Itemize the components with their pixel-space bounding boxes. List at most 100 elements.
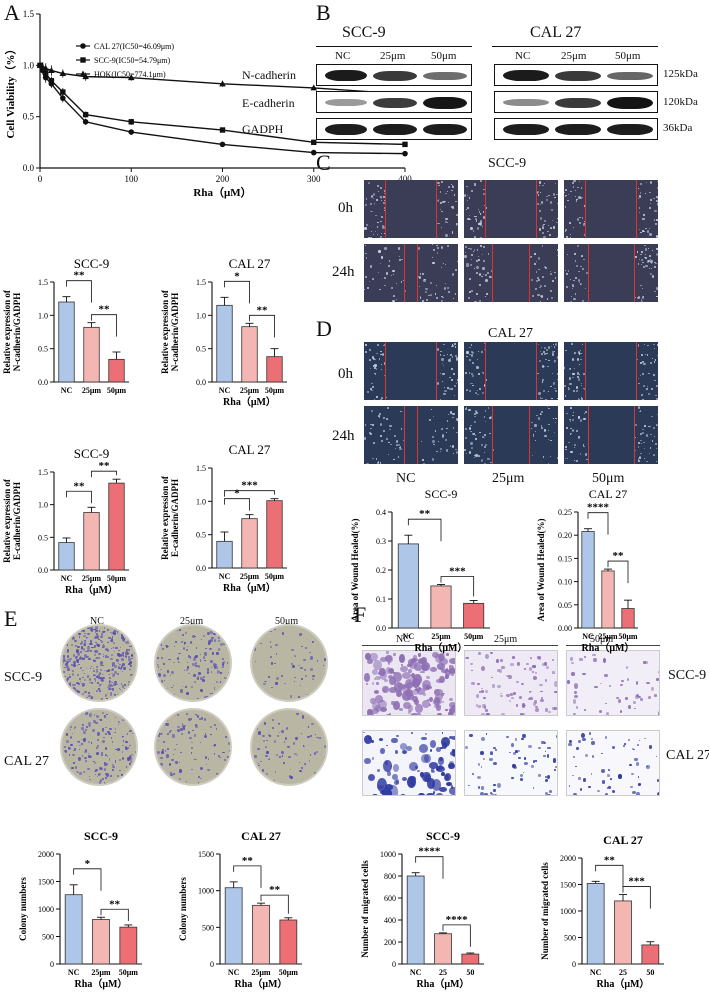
cell-speckle bbox=[438, 184, 441, 187]
cell-speckle bbox=[571, 774, 574, 777]
cell-speckle bbox=[645, 765, 648, 767]
cell-speckle bbox=[190, 686, 194, 688]
cell-speckle bbox=[652, 426, 655, 429]
cell-speckle bbox=[489, 651, 494, 655]
cell-speckle bbox=[553, 362, 556, 364]
legend-label: SCC-9(IC50=54.79μm) bbox=[94, 56, 170, 65]
cell-speckle bbox=[133, 716, 135, 718]
cell-speckle bbox=[123, 638, 126, 641]
cell-speckle bbox=[578, 195, 581, 199]
cell-speckle bbox=[510, 697, 514, 700]
significance-bracket bbox=[407, 518, 442, 542]
cell-speckle bbox=[94, 674, 96, 676]
cell-speckle bbox=[127, 733, 129, 735]
cell-speckle bbox=[83, 672, 86, 675]
cell-speckle bbox=[477, 209, 479, 210]
cell-speckle bbox=[87, 626, 91, 630]
cell-speckle bbox=[654, 220, 656, 221]
cell-speckle bbox=[646, 353, 649, 356]
cell-speckle bbox=[170, 671, 174, 675]
cell-speckle bbox=[523, 704, 526, 707]
cell-speckle bbox=[383, 362, 386, 365]
cell-speckle bbox=[638, 206, 641, 209]
cell-speckle bbox=[122, 654, 125, 657]
cell-speckle bbox=[535, 271, 538, 273]
cell-speckle bbox=[436, 251, 439, 254]
cell-speckle bbox=[79, 681, 81, 682]
cell-speckle bbox=[433, 703, 439, 708]
cell-speckle bbox=[500, 658, 504, 662]
cell-speckle bbox=[278, 723, 281, 726]
cell-speckle bbox=[281, 729, 284, 733]
cell-speckle bbox=[576, 375, 580, 378]
cell-speckle bbox=[642, 287, 644, 289]
cell-speckle bbox=[215, 630, 218, 633]
cell-speckle bbox=[578, 373, 580, 376]
cell-speckle bbox=[499, 695, 503, 697]
cell-speckle bbox=[365, 253, 367, 254]
cell-speckle bbox=[556, 221, 558, 223]
cell-speckle bbox=[476, 266, 479, 269]
cell-speckle bbox=[638, 442, 640, 445]
cell-speckle bbox=[429, 666, 437, 672]
cell-speckle bbox=[484, 295, 487, 297]
cell-speckle bbox=[197, 697, 199, 699]
cell-speckle bbox=[649, 362, 652, 364]
cell-speckle bbox=[365, 203, 368, 207]
cell-speckle bbox=[644, 425, 646, 427]
cell-speckle bbox=[578, 363, 580, 365]
cell-speckle bbox=[66, 676, 70, 680]
cell-speckle bbox=[67, 682, 71, 687]
cell-speckle bbox=[657, 186, 658, 189]
cell-speckle bbox=[110, 638, 114, 643]
cell-speckle bbox=[535, 706, 538, 709]
cell-speckle bbox=[638, 194, 641, 198]
cell-speckle bbox=[365, 223, 368, 226]
cell-speckle bbox=[93, 713, 96, 717]
cell-speckle bbox=[516, 662, 520, 666]
cell-speckle bbox=[253, 765, 256, 768]
cell-speckle bbox=[474, 267, 476, 269]
cell-speckle bbox=[254, 683, 256, 686]
cell-speckle bbox=[547, 429, 550, 431]
cell-speckle bbox=[133, 652, 136, 654]
cell-speckle bbox=[485, 293, 488, 296]
cell-speckle bbox=[642, 385, 645, 387]
cell-speckle bbox=[78, 697, 81, 699]
cell-speckle bbox=[537, 417, 540, 420]
cell-speckle bbox=[456, 357, 458, 360]
cell-speckle bbox=[639, 432, 642, 435]
cell-speckle bbox=[472, 230, 474, 232]
cell-speckle bbox=[430, 409, 432, 411]
cell-speckle bbox=[493, 789, 496, 792]
cell-speckle bbox=[74, 749, 76, 752]
cell-speckle bbox=[166, 711, 169, 715]
cell-speckle bbox=[104, 776, 108, 779]
cell-speckle bbox=[581, 383, 583, 385]
y-tick-label: 1000 bbox=[38, 905, 54, 914]
cell-speckle bbox=[557, 217, 558, 219]
cell-speckle bbox=[127, 696, 131, 699]
cell-speckle bbox=[457, 381, 458, 384]
cell-speckle bbox=[78, 678, 81, 681]
cell-speckle bbox=[566, 412, 568, 414]
cell-speckle bbox=[575, 459, 579, 462]
cell-speckle bbox=[116, 658, 119, 663]
cell-speckle bbox=[553, 431, 555, 433]
cell-speckle bbox=[278, 731, 280, 733]
cell-speckle bbox=[62, 648, 64, 650]
cell-speckle bbox=[111, 685, 113, 687]
cell-speckle bbox=[406, 745, 412, 751]
cell-speckle bbox=[179, 778, 182, 780]
x-tick-label: NC bbox=[590, 968, 602, 977]
cell-speckle bbox=[160, 657, 164, 660]
cell-speckle bbox=[95, 630, 97, 632]
cell-speckle bbox=[542, 351, 545, 354]
cell-speckle bbox=[442, 435, 445, 439]
cell-speckle bbox=[112, 769, 114, 771]
cell-speckle bbox=[484, 192, 486, 196]
cell-speckle bbox=[564, 205, 567, 208]
cell-speckle bbox=[531, 455, 533, 456]
cell-speckle bbox=[102, 673, 104, 676]
cell-speckle bbox=[435, 430, 437, 432]
